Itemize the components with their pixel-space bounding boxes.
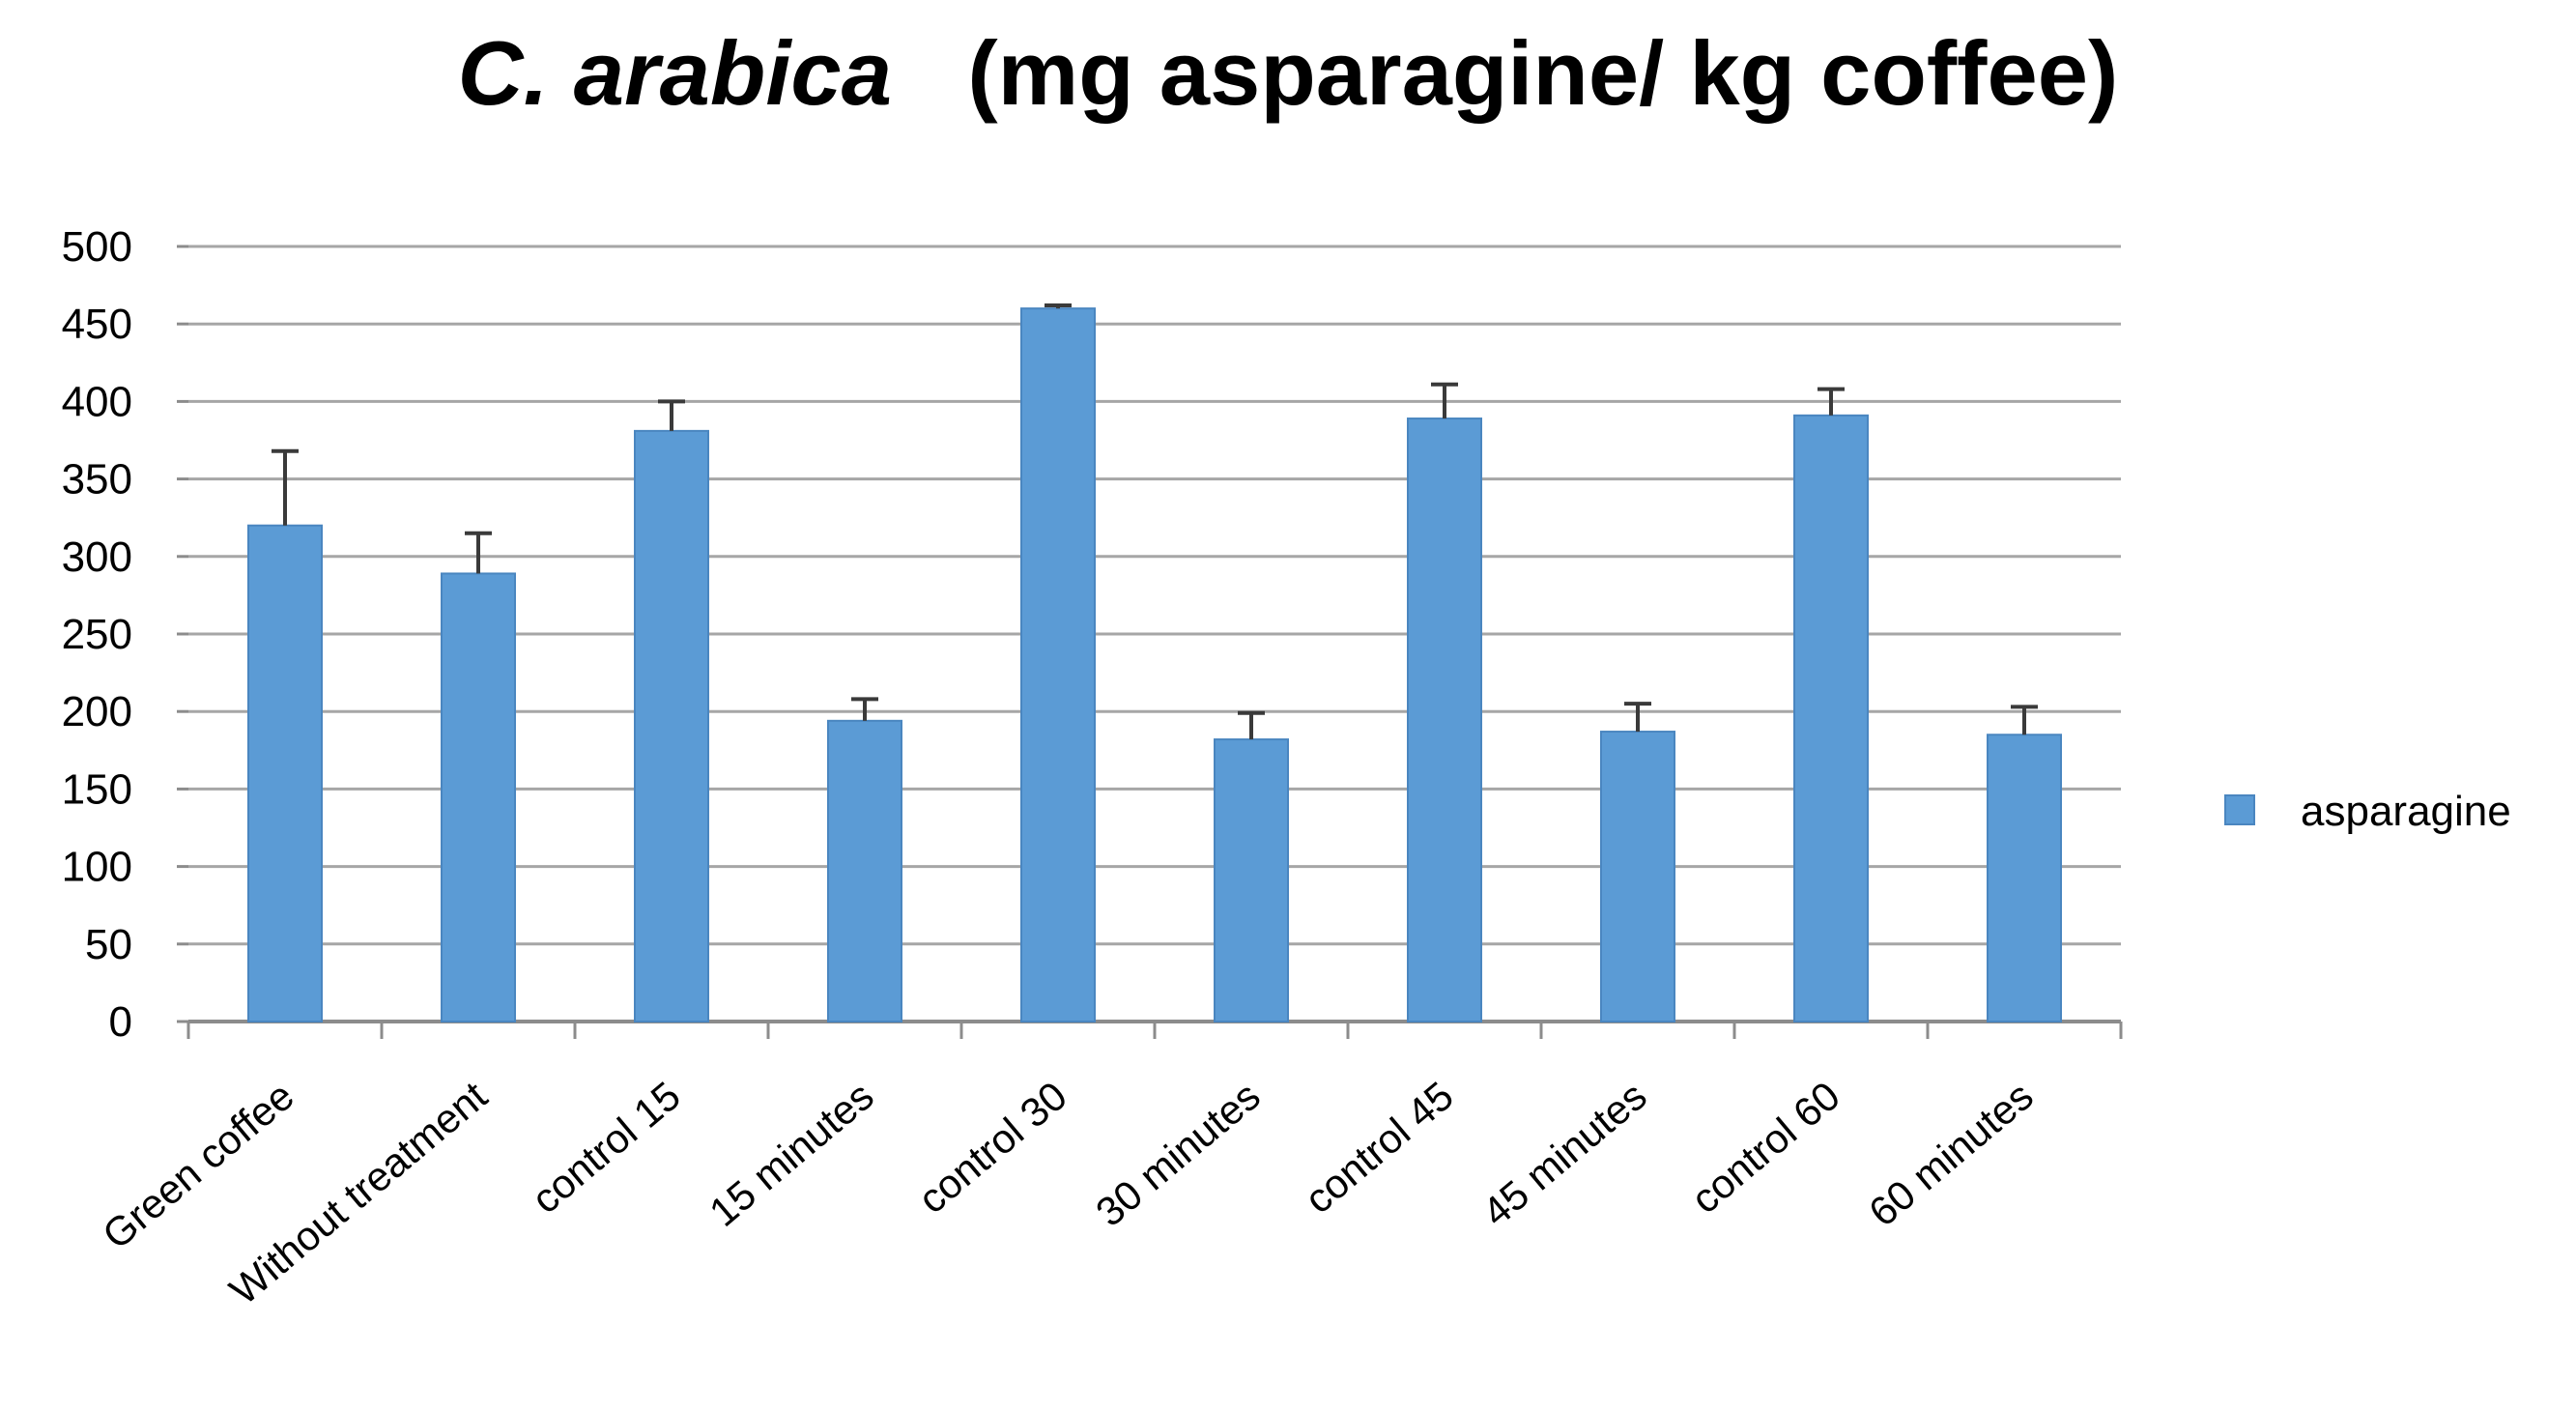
bar bbox=[1407, 418, 1482, 1022]
y-tick-label: 50 bbox=[85, 921, 132, 968]
x-tick-label: control 60 bbox=[1682, 1073, 1848, 1223]
error-bars bbox=[272, 302, 2038, 740]
legend-label: asparagine bbox=[2301, 788, 2511, 835]
y-tick-label: 0 bbox=[109, 998, 132, 1046]
y-tick-label: 350 bbox=[62, 456, 132, 504]
bar bbox=[827, 719, 902, 1022]
y-tick-label: 200 bbox=[62, 688, 132, 735]
y-tick-label: 150 bbox=[62, 765, 132, 813]
bars bbox=[247, 307, 2062, 1023]
x-tick-label: control 15 bbox=[523, 1073, 689, 1223]
y-tick-label: 500 bbox=[62, 223, 132, 271]
x-tick-label: control 30 bbox=[909, 1073, 1075, 1223]
bar bbox=[1214, 738, 1289, 1023]
bar bbox=[1987, 734, 2062, 1022]
bar bbox=[441, 572, 516, 1022]
bar bbox=[247, 524, 323, 1022]
chart-title-species: C. arabica bbox=[457, 22, 892, 124]
bar bbox=[1020, 307, 1096, 1023]
bar bbox=[634, 429, 709, 1023]
x-tick-label: 15 minutes bbox=[701, 1073, 882, 1235]
y-tick-labels: 0 50 100 150 200 250 300 350 400 450 500 bbox=[62, 223, 132, 1046]
y-tick-label: 400 bbox=[62, 378, 132, 425]
y-tick-label: 300 bbox=[62, 533, 132, 581]
legend: asparagine bbox=[2224, 788, 2511, 835]
chart-title: C. arabica (mg asparagine/ kg coffee) bbox=[0, 21, 2576, 126]
chart-title-units: (mg asparagine/ kg coffee) bbox=[967, 22, 2119, 124]
x-tick-label: control 45 bbox=[1296, 1073, 1462, 1223]
y-tick-label: 450 bbox=[62, 301, 132, 348]
y-tick-label: 250 bbox=[62, 611, 132, 658]
x-tick-label: 30 minutes bbox=[1087, 1073, 1269, 1235]
bar bbox=[1793, 414, 1869, 1022]
y-tick-label: 100 bbox=[62, 844, 132, 891]
legend-swatch bbox=[2224, 794, 2255, 825]
x-tick-label: 60 minutes bbox=[1860, 1073, 2042, 1235]
x-tick-label: 45 minutes bbox=[1474, 1073, 1655, 1235]
x-tick-label: Green coffee bbox=[94, 1073, 302, 1258]
bar bbox=[1600, 731, 1675, 1022]
